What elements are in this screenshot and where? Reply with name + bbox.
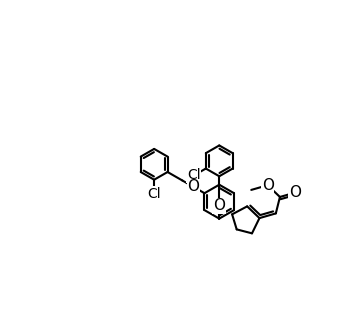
Text: Cl: Cl — [147, 186, 161, 200]
Text: O: O — [187, 179, 199, 194]
Text: O: O — [289, 185, 301, 200]
Text: O: O — [213, 198, 225, 213]
Text: Cl: Cl — [187, 168, 201, 182]
Text: O: O — [262, 178, 274, 193]
